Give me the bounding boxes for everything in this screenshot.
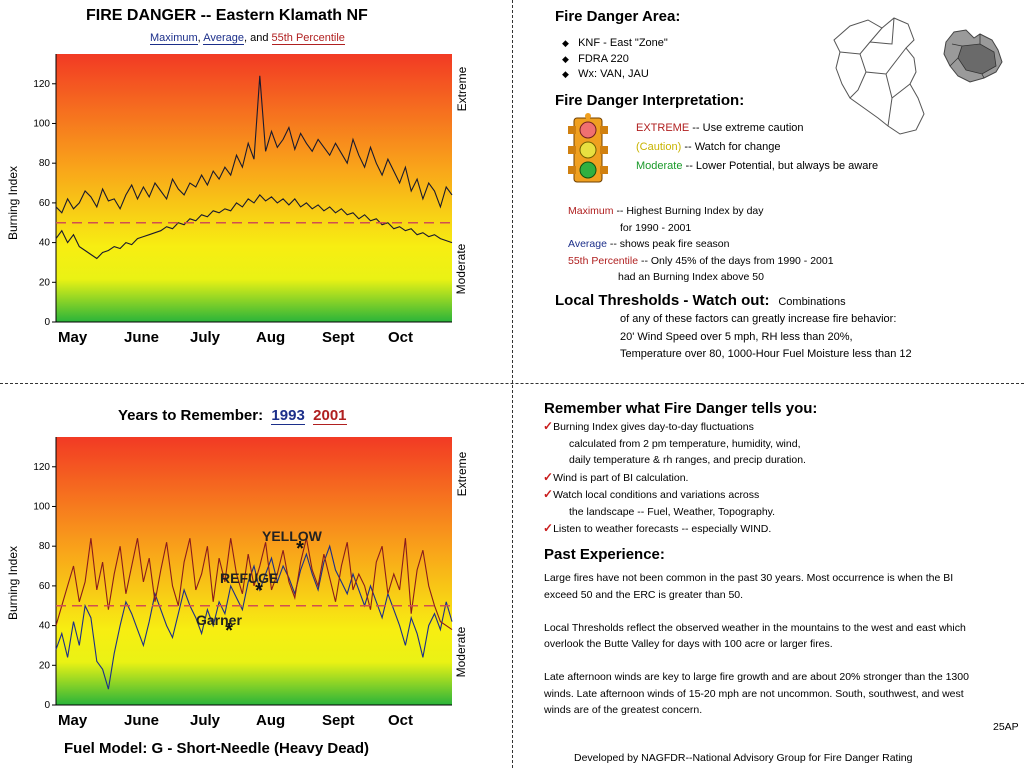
x-tick-label: July: [190, 329, 221, 346]
y-tick-label: 40: [39, 621, 51, 632]
interp-extreme: EXTREME -- Use extreme caution: [636, 122, 804, 134]
vertical-divider: [512, 0, 513, 768]
top-chart-plot-area: [56, 54, 452, 322]
horizontal-divider: [0, 383, 1024, 384]
zone-outline-map: [833, 17, 925, 135]
bottom-chart: 0 20 40 60 80 100 120 May June July Aug Sept Oct * * *: [33, 437, 453, 729]
interp-moderate: Moderate -- Lower Potential, but always …: [636, 160, 879, 172]
top-chart-subtitle: Maximum, Average, and 55th Percentile: [150, 32, 345, 45]
thresholds-body: of any of these factors can greatly incr…: [620, 313, 912, 360]
subtitle-maximum: Maximum: [150, 32, 198, 45]
x-tick-label: May: [58, 712, 88, 729]
y-tick-label: 100: [33, 501, 50, 512]
x-tick-label: May: [58, 329, 88, 346]
top-chart-axes: 0 20 40 60 80 100 120 May June July Aug Sept Oct: [33, 54, 452, 346]
y-tick-label: 40: [39, 238, 51, 249]
y-tick-label: 60: [39, 198, 51, 209]
x-tick-label: Sept: [322, 712, 355, 729]
bottom-chart-annotations: * * *: [225, 538, 304, 642]
top-chart: 0 20 40 60 80 100 120 May June July Aug Sept Oct: [33, 54, 453, 346]
remember-heading: Remember what Fire Danger tells you:: [544, 400, 818, 417]
remember-list: ✓Burning Index gives day-to-day fluctuat…: [543, 419, 806, 535]
top-chart-series: [55, 75, 453, 260]
date-stamp: 25AP: [993, 721, 1019, 733]
top-chart-title: FIRE DANGER -- Eastern Klamath NF: [86, 7, 368, 24]
subtitle-55th: 55th Percentile: [271, 32, 345, 45]
annotation-refuge: REFUGE: [220, 570, 279, 586]
thresholds-heading: Local Thresholds - Watch out: Combinatio…: [555, 292, 846, 309]
x-tick-label: Oct: [388, 712, 413, 729]
past-heading: Past Experience:: [544, 546, 665, 563]
area-list: ◆ KNF - East "Zone" ◆ FDRA 220 ◆ Wx: VAN…: [562, 36, 668, 83]
y-tick-label: 20: [39, 277, 51, 288]
x-tick-label: July: [190, 712, 221, 729]
annotation-marker: *: [225, 620, 233, 642]
annotation-garner: Garner: [196, 612, 242, 628]
year-2001: 2001: [313, 407, 347, 425]
y-tick-label: 0: [44, 700, 50, 711]
x-tick-label: Sept: [322, 329, 355, 346]
past-body: Large fires have not been common in the …: [544, 572, 969, 716]
year-1993: 1993: [271, 407, 305, 425]
bottom-chart-title: Years to Remember: 1993 2001: [118, 407, 347, 425]
subtitle-average: Average: [203, 32, 244, 45]
x-tick-label: Aug: [256, 329, 285, 346]
bottom-chart-plot-area: [56, 437, 452, 705]
x-tick-label: Oct: [388, 329, 413, 346]
traffic-light-icon: [568, 113, 608, 183]
bottom-chart-series: [55, 538, 453, 690]
region-map: [943, 29, 1003, 83]
y-tick-label: 120: [33, 462, 50, 473]
area-heading: Fire Danger Area:: [555, 8, 681, 25]
x-tick-label: Aug: [256, 712, 285, 729]
y-tick-label: 60: [39, 581, 51, 592]
annotation-marker: *: [255, 580, 263, 602]
interp-caution: (Caution) -- Watch for change: [636, 141, 781, 153]
check-icon: ✓: [543, 521, 554, 535]
interpretation-heading: Fire Danger Interpretation:: [555, 92, 745, 109]
y-tick-label: 80: [39, 158, 51, 169]
annotation-marker: *: [296, 538, 304, 560]
series-2001: [55, 538, 453, 631]
annotation-yellow: YELLOW: [262, 528, 322, 544]
check-icon: ✓: [543, 419, 554, 433]
area-item: ◆ FDRA 220: [562, 52, 629, 65]
check-icon: ✓: [543, 469, 554, 484]
x-tick-label: June: [124, 329, 159, 346]
area-item: ◆ Wx: VAN, JAU: [562, 68, 649, 80]
check-icon: ✓: [543, 487, 554, 501]
fuel-model-footer: Fuel Model: G - Short-Needle (Heavy Dead…: [64, 740, 370, 757]
series-maximum: [55, 75, 453, 214]
page-footer: Developed by NAGFDR--National Advisory G…: [574, 752, 913, 764]
y-tick-label: 120: [33, 79, 50, 90]
y-tick-label: 80: [39, 541, 51, 552]
y-tick-label: 100: [33, 118, 50, 129]
y-tick-label: 0: [44, 317, 50, 328]
legend-description: Maximum -- Highest Burning Index by day …: [568, 205, 834, 283]
series-1993: [55, 544, 453, 690]
x-tick-label: June: [124, 712, 159, 729]
y-tick-label: 20: [39, 660, 51, 671]
bottom-chart-axes: 0 20 40 60 80 100 120 May June July Aug Sept Oct: [33, 437, 452, 729]
area-item: ◆ KNF - East "Zone": [562, 37, 668, 49]
